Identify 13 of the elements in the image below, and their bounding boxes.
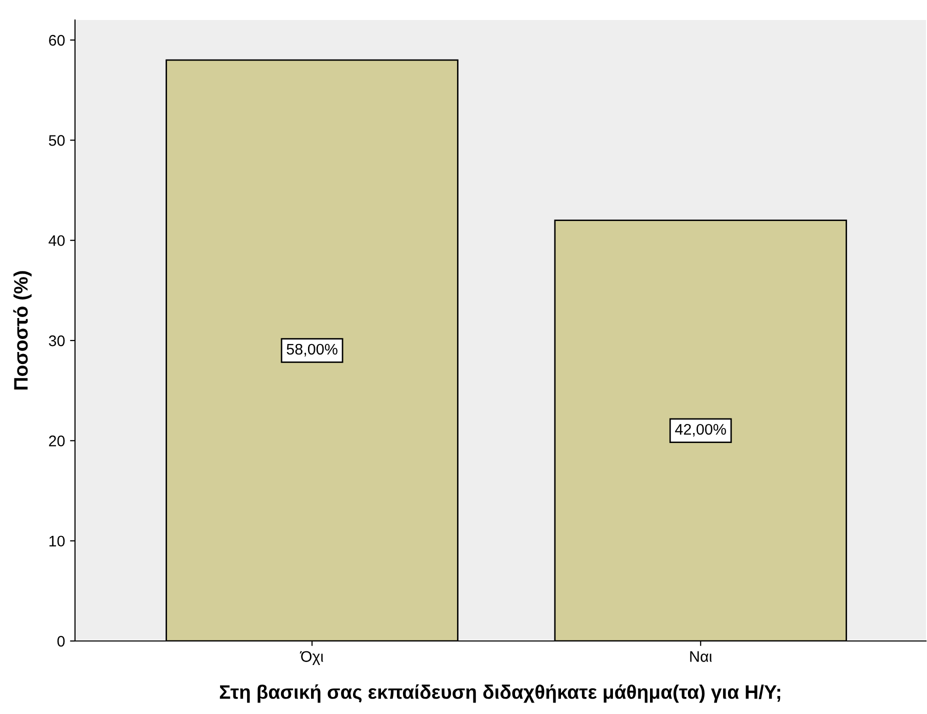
y-tick-label: 0 <box>57 636 65 647</box>
y-tick-label: 20 <box>49 436 65 446</box>
y-tick-label: 50 <box>48 135 65 146</box>
data-label: 58,00% <box>286 344 338 356</box>
x-axis-title: Στη βασική σας εκπαίδευση διδαχθήκατε μάθημα(τα) για Η/Υ; <box>220 684 780 703</box>
x-tick-label: Ναι <box>690 651 712 662</box>
x-tick-label: Όχι <box>300 651 324 665</box>
y-tick-label: 60 <box>49 34 65 46</box>
y-tick-label: 30 <box>48 335 65 346</box>
y-tick-label: 10 <box>49 536 65 547</box>
y-tick-label: 40 <box>48 235 65 246</box>
data-label: 42,00% <box>675 424 726 437</box>
y-axis-title: Ποσοστό (%) <box>13 271 32 390</box>
